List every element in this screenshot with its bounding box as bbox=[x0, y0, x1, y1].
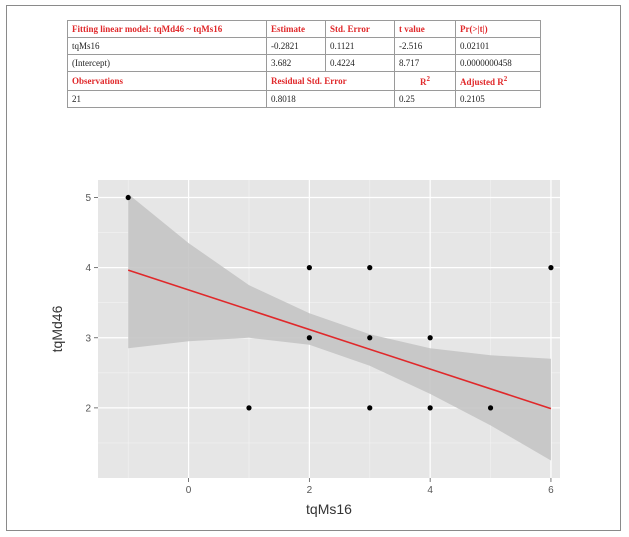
regression-table: Fitting linear model: tqMd46 ~ tqMs16 Es… bbox=[67, 20, 541, 108]
row-pr: 0.02101 bbox=[455, 37, 541, 55]
row-t-value: -2.516 bbox=[394, 37, 456, 55]
row-estimate: -0.2821 bbox=[266, 37, 326, 55]
header-r2-label: R bbox=[420, 77, 427, 87]
stats-header-row: Observations Residual Std. Error R2 Adju… bbox=[67, 71, 541, 91]
y-axis-label: tqMd46 bbox=[49, 305, 65, 352]
header-adj-r2-label: Adjusted R bbox=[460, 77, 504, 87]
stat-adj-r2: 0.2105 bbox=[455, 90, 541, 108]
y-axis-ticks: 2 3 4 5 bbox=[85, 193, 98, 414]
scatter-chart: 0 2 4 6 2 3 4 5 tqMs16 tqMd46 bbox=[49, 180, 560, 517]
table-row: (Intercept) 3.682 0.4224 8.717 0.0000000… bbox=[67, 54, 541, 72]
data-point bbox=[548, 265, 554, 271]
row-term: (Intercept) bbox=[67, 54, 267, 72]
row-std-error: 0.4224 bbox=[325, 54, 395, 72]
row-pr: 0.0000000458 bbox=[455, 54, 541, 72]
y-tick-label: 5 bbox=[85, 193, 91, 204]
x-axis-label: tqMs16 bbox=[306, 501, 352, 517]
row-term: tqMs16 bbox=[67, 37, 267, 55]
header-estimate: Estimate bbox=[266, 20, 326, 38]
table-title: Fitting linear model: tqMd46 ~ tqMs16 bbox=[67, 20, 267, 38]
header-r2: R2 bbox=[394, 71, 456, 91]
data-point bbox=[125, 194, 131, 201]
fit-line bbox=[127, 269, 552, 410]
data-point bbox=[306, 265, 312, 271]
header-residual-se: Residual Std. Error bbox=[266, 71, 395, 91]
table-header-row: Fitting linear model: tqMd46 ~ tqMs16 Es… bbox=[67, 20, 541, 38]
y-tick-label: 4 bbox=[85, 263, 91, 274]
header-observations: Observations bbox=[67, 71, 267, 91]
data-points bbox=[125, 194, 554, 411]
x-tick-label: 4 bbox=[427, 485, 433, 496]
y-tick-label: 3 bbox=[85, 333, 91, 344]
row-t-value: 8.717 bbox=[394, 54, 456, 72]
header-t-value: t value bbox=[394, 20, 456, 38]
data-point bbox=[487, 405, 494, 411]
x-tick-label: 2 bbox=[307, 485, 313, 496]
stat-residual-se: 0.8018 bbox=[266, 90, 395, 108]
data-point bbox=[367, 265, 373, 271]
table-row: tqMs16 -0.2821 0.1121 -2.516 0.02101 bbox=[67, 37, 541, 55]
x-tick-label: 6 bbox=[548, 485, 554, 496]
header-std-error: Std. Error bbox=[325, 20, 395, 38]
row-std-error: 0.1121 bbox=[325, 37, 395, 55]
data-point bbox=[367, 405, 373, 411]
stat-observations: 21 bbox=[67, 90, 267, 108]
y-tick-label: 2 bbox=[85, 403, 91, 414]
stats-row: 21 0.8018 0.25 0.2105 bbox=[67, 90, 541, 108]
data-point bbox=[246, 405, 252, 411]
row-estimate: 3.682 bbox=[266, 54, 326, 72]
header-adj-r2: Adjusted R2 bbox=[455, 71, 541, 91]
data-point bbox=[427, 405, 433, 411]
data-point bbox=[427, 335, 433, 341]
x-tick-label: 0 bbox=[186, 485, 192, 496]
x-axis-ticks: 0 2 4 6 bbox=[186, 478, 554, 496]
header-pr: Pr(>|t|) bbox=[455, 20, 541, 38]
data-point bbox=[306, 335, 312, 341]
data-point bbox=[367, 335, 373, 341]
confidence-ribbon bbox=[128, 194, 551, 461]
stat-r2: 0.25 bbox=[394, 90, 456, 108]
